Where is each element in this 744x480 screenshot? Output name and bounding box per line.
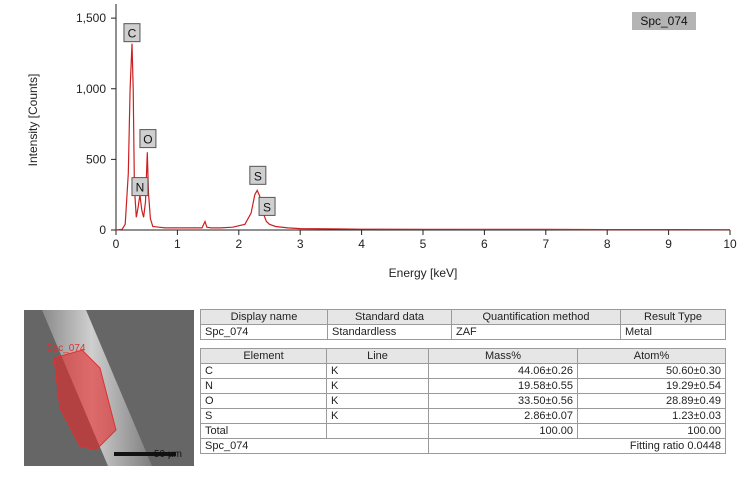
table-row: O K 33.50±0.56 28.89±0.49: [200, 393, 726, 409]
legend-label: Spc_074: [640, 14, 688, 28]
y-tick-label: 1,000: [76, 82, 106, 96]
quantification-method: ZAF: [451, 324, 621, 340]
x-tick-label: 6: [481, 237, 488, 251]
atom-percent: 1.23±0.03: [577, 408, 726, 424]
peak-label-text: S: [263, 200, 271, 214]
x-tick-label: 5: [420, 237, 427, 251]
peak-label: O: [139, 129, 157, 149]
total-line: [326, 423, 429, 439]
peak-label-text: S: [254, 169, 262, 183]
element: N: [200, 378, 327, 394]
scale-bar-text: 50 µm: [154, 449, 182, 460]
x-tick-label: 10: [723, 237, 737, 251]
peak-label-box: [249, 165, 267, 185]
display-name: Spc_074: [200, 324, 328, 340]
spectrum-line: [115, 43, 731, 231]
legend: Spc_074: [632, 12, 696, 30]
header-result-type: Result Type: [620, 309, 726, 325]
table-row: C K 44.06±0.26 50.60±0.30: [200, 363, 726, 379]
atom-percent: 50.60±0.30: [577, 363, 726, 379]
line: K: [326, 408, 429, 424]
chart-axes: 0 1 2 3 4 5 6 7 8 9 10 0 500 1,000 1,500: [76, 4, 737, 251]
x-tick-label: 3: [297, 237, 304, 251]
table-row: S K 2.86±0.07 1.23±0.03: [200, 408, 726, 424]
total-mass-percent: 100.00: [428, 423, 578, 439]
x-tick-label: 9: [665, 237, 672, 251]
y-tick-label: 0: [99, 223, 106, 237]
mass-percent: 2.86±0.07: [428, 408, 578, 424]
result-type: Metal: [620, 324, 726, 340]
peak-label-text: C: [128, 27, 137, 41]
y-tick-label: 1,500: [76, 11, 106, 25]
plot-area: [115, 43, 731, 231]
header-quantification-method: Quantification method: [451, 309, 621, 325]
peak-labels: C O N S S: [123, 23, 276, 216]
footer-row: Spc_074 Fitting ratio 0.0448: [200, 438, 726, 454]
standard-data: Standardless: [327, 324, 452, 340]
element: O: [200, 393, 327, 409]
mass-percent: 19.58±0.55: [428, 378, 578, 394]
x-tick-label: 0: [113, 237, 120, 251]
mass-percent: 44.06±0.26: [428, 363, 578, 379]
y-tick-label: 500: [86, 152, 106, 166]
x-tick-label: 2: [235, 237, 242, 251]
atom-percent: 19.29±0.54: [577, 378, 726, 394]
header-line: Line: [326, 348, 429, 364]
x-axis-label: Energy [keV]: [389, 266, 458, 280]
table-row: N K 19.58±0.55 19.29±0.54: [200, 378, 726, 394]
total-row: Total 100.00 100.00: [200, 423, 726, 439]
peak-label-text: O: [143, 133, 152, 147]
peak-label-box: [123, 23, 141, 43]
legend-box: [632, 12, 696, 30]
peak-label-box: [139, 129, 157, 149]
scale-bar: [114, 452, 176, 456]
quantification-results-table: Element Line Mass% Atom% C K 44.06±0.26 …: [200, 348, 726, 454]
eds-spectrum-chart: 0 1 2 3 4 5 6 7 8 9 10 0 500 1,000 1,500 C O N S S Spc_074…: [26, 4, 737, 280]
header-display-name: Display name: [200, 309, 328, 325]
x-tick-label: 8: [604, 237, 611, 251]
peak-label-box: [258, 196, 276, 216]
x-tick-label: 7: [542, 237, 549, 251]
header-atom-percent: Atom%: [577, 348, 726, 364]
footer-spectrum-name: Spc_074: [200, 438, 429, 454]
fitting-ratio: Fitting ratio 0.0448: [428, 438, 726, 454]
x-tick-label: 1: [174, 237, 181, 251]
header-standard-data: Standard data: [327, 309, 452, 325]
peak-label: S: [249, 165, 267, 185]
peak-label-text: N: [136, 181, 145, 195]
peak-label: C: [123, 23, 141, 43]
mass-percent: 33.50±0.56: [428, 393, 578, 409]
peak-label: N: [131, 177, 149, 197]
element: S: [200, 408, 327, 424]
x-tick-label: 4: [358, 237, 365, 251]
spectrum-info-table: Display name Standard data Quantificatio…: [200, 309, 726, 340]
region-label: Spc_074: [46, 343, 86, 354]
atom-percent: 28.89±0.49: [577, 393, 726, 409]
total-atom-percent: 100.00: [577, 423, 726, 439]
sem-image: Spc_074 50 µm: [24, 310, 194, 466]
element: C: [200, 363, 327, 379]
peak-label: S: [258, 196, 276, 216]
header-mass-percent: Mass%: [428, 348, 578, 364]
header-element: Element: [200, 348, 327, 364]
total-label: Total: [200, 423, 327, 439]
peak-label-box: [131, 177, 149, 197]
y-axis-label: Intensity [Counts]: [26, 74, 40, 167]
line: K: [326, 393, 429, 409]
sem-micrograph: [24, 310, 194, 466]
line: K: [326, 363, 429, 379]
line: K: [326, 378, 429, 394]
